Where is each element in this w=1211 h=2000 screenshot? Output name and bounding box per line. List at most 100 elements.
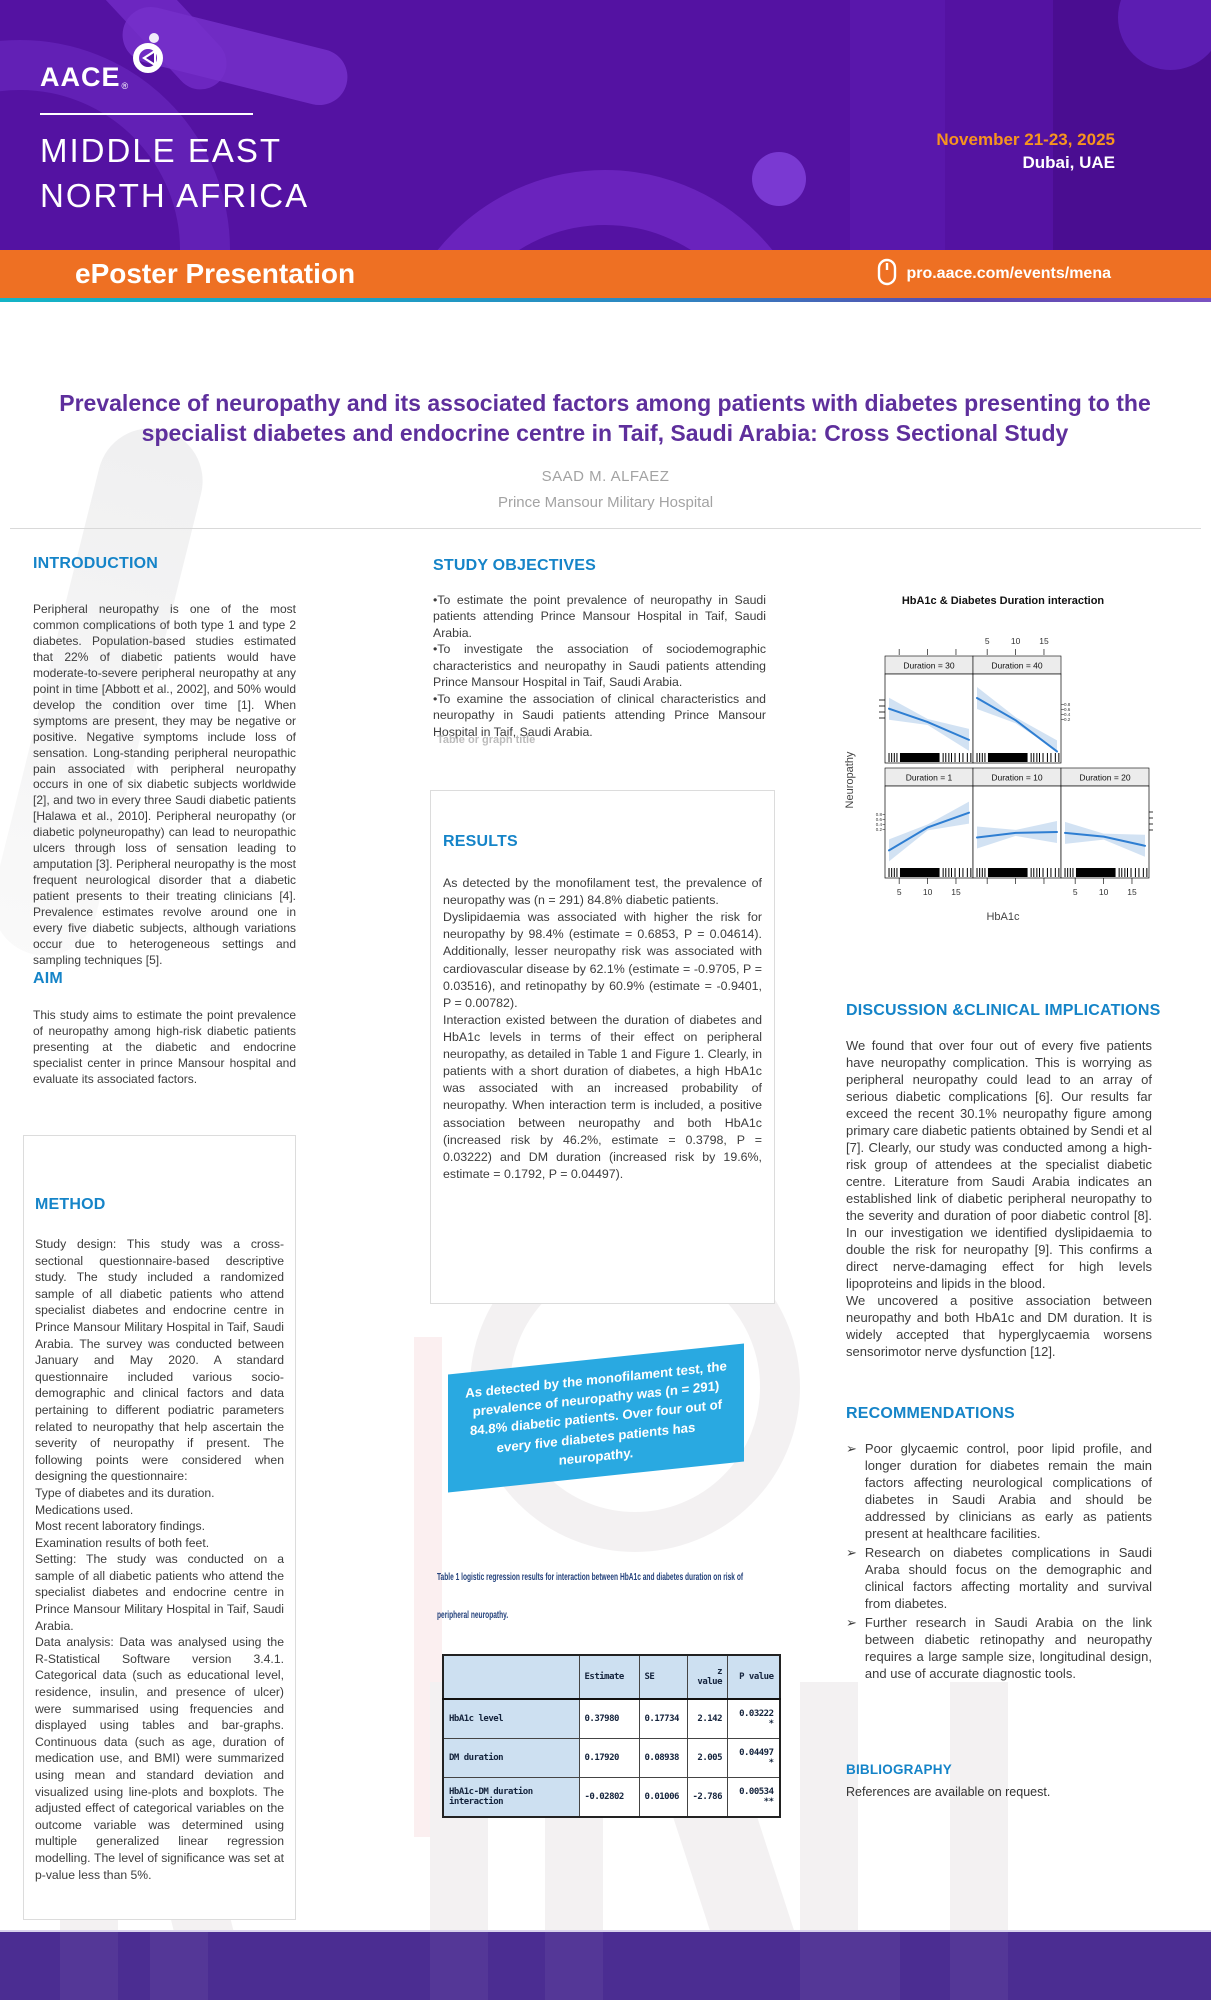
table1-cell: 0.01006: [638, 1777, 688, 1818]
event-url: pro.aace.com/events/mena: [906, 265, 1111, 282]
table1-header: z value: [686, 1654, 729, 1700]
eposter-banner: ePoster Presentation pro.aace.com/events…: [0, 250, 1211, 298]
table1-cell: 0.00534 **: [727, 1777, 781, 1818]
table1-row-label: HbA1c-DM duration interaction: [442, 1777, 580, 1818]
svg-text:0.8: 0.8: [876, 812, 883, 817]
table-row: HbA1c level 0.37980 0.17734 2.142 0.03222 *: [442, 1698, 781, 1739]
arrow-bullet-icon: ➢: [846, 1545, 857, 1561]
discussion-text: We found that over four out of every fiv…: [846, 1038, 1152, 1360]
svg-text:Duration = 1: Duration = 1: [906, 773, 953, 783]
footer-decor-band: [800, 1932, 900, 2000]
table1-cell: 2.005: [686, 1738, 729, 1778]
svg-text:0.2: 0.2: [1064, 717, 1071, 722]
discussion-heading: DISCUSSION &CLINICAL IMPLICATIONS: [846, 1002, 1161, 1019]
table1-logistic-regression: Estimate SE z value P value HbA1c level 0.379…: [442, 1654, 781, 1818]
lattice-plot: HbA1c & Diabetes Duration interaction Neu…: [844, 595, 1153, 923]
mouse-icon: [877, 258, 897, 291]
results-panel: RESULTS As detected by the monofilament …: [430, 790, 775, 1304]
table1-cell: 2.142: [686, 1698, 729, 1739]
svg-text:Neuropathy: Neuropathy: [844, 751, 856, 808]
aace-knot-icon: [133, 30, 164, 81]
poster-author: SAAD M. ALFAEZ: [541, 468, 670, 485]
introduction-heading: INTRODUCTION: [33, 555, 159, 572]
arrow-bullet-icon: ➢: [846, 1615, 857, 1631]
table1-cell: 0.17734: [638, 1698, 688, 1739]
svg-text:10: 10: [1099, 887, 1109, 897]
objectives-text: •To estimate the point prevalence of neu…: [433, 593, 766, 739]
figure1-interaction-chart: HbA1c & Diabetes Duration interaction Neu…: [843, 588, 1153, 933]
svg-text:5: 5: [897, 887, 902, 897]
recommendation-text: Research on diabetes complications in Sa…: [864, 1545, 1152, 1612]
registered-mark: ®: [121, 81, 129, 91]
svg-text:0.2: 0.2: [876, 827, 883, 832]
poster-body: Prevalence of neuropathy and its associa…: [0, 302, 1211, 1930]
watermark-band: [800, 1682, 858, 1930]
svg-text:Duration = 20: Duration = 20: [1079, 773, 1131, 783]
introduction-text: Peripheral neuropathy is one of the most…: [33, 602, 296, 967]
arrow-bullet-icon: ➢: [846, 1441, 857, 1456]
recommendations-list: ➢ Poor glycaemic control, poor lipid prof…: [846, 1440, 1152, 1684]
svg-text:10: 10: [1011, 636, 1021, 646]
table1-caption: Table 1 logistic regression results for …: [437, 1571, 744, 1621]
svg-text:15: 15: [1039, 636, 1049, 646]
table-row: DM duration 0.17920 0.08938 2.005 0.04497 *: [442, 1738, 781, 1778]
event-name-line2: NORTH AFRICA: [40, 176, 310, 214]
footer-decor-band: [545, 1932, 603, 2000]
recommendation-item: ➢ Further research in Saudi Arabia on the…: [846, 1614, 1152, 1682]
placeholder-caption: Table or graph title: [437, 734, 536, 746]
svg-text:10: 10: [923, 887, 933, 897]
table1-header: Estimate: [578, 1654, 640, 1700]
bibliography-heading: BIBLIOGRAPHY: [846, 1762, 952, 1777]
header-decor-circle: [752, 152, 806, 206]
svg-text:0.4: 0.4: [876, 822, 883, 827]
bibliography-text: References are available on request.: [846, 1785, 1051, 1799]
event-location: Dubai, UAE: [1022, 153, 1115, 172]
svg-text:0.8: 0.8: [1064, 702, 1071, 707]
key-finding-text: As detected by the monofilament test, th…: [465, 1358, 727, 1468]
svg-text:0.6: 0.6: [1064, 707, 1071, 712]
poster-footer: [0, 1930, 1211, 2000]
conference-header: AACE ® MIDDLE EAST NORTH AFRICA November…: [0, 0, 1211, 250]
poster-affiliation: Prince Mansour Military Hospital: [497, 494, 714, 511]
method-panel: METHOD Study design: This study was a cr…: [23, 1135, 296, 1920]
svg-text:0.4: 0.4: [1064, 712, 1071, 717]
recommendation-text: Further research in Saudi Arabia on the …: [864, 1615, 1152, 1682]
method-text: Study design: This study was a cross-sec…: [35, 1237, 284, 1882]
event-name-line1: MIDDLE EAST: [40, 132, 283, 169]
table1-header: [442, 1654, 580, 1700]
watermark-band: [950, 1682, 1008, 1930]
svg-text:5: 5: [1073, 887, 1078, 897]
footer-decor-band: [150, 1932, 208, 2000]
svg-text:HbA1c & Diabetes Duration inte: HbA1c & Diabetes Duration interaction: [902, 595, 1105, 607]
svg-text:0.6: 0.6: [876, 817, 883, 822]
table1-row-label: DM duration: [442, 1738, 580, 1778]
table1-cell: 0.08938: [638, 1738, 688, 1778]
banner-title: ePoster Presentation: [75, 258, 356, 289]
results-text: As detected by the monofilament test, th…: [443, 876, 762, 1181]
results-heading: RESULTS: [443, 833, 518, 850]
footer-decor-band: [60, 1932, 118, 2000]
svg-text:15: 15: [1127, 887, 1137, 897]
aim-text: This study aims to estimate the point pr…: [33, 1008, 296, 1086]
poster-title: Prevalence of neuropathy and its associa…: [59, 390, 1151, 447]
table1-cell: 0.17920: [578, 1738, 640, 1778]
table1-header: P value: [727, 1654, 781, 1700]
banner-gradient-divider: [0, 298, 1211, 302]
logo-divider: [40, 113, 253, 115]
aace-logo-text: AACE: [40, 62, 121, 92]
svg-text:Duration = 10: Duration = 10: [991, 773, 1043, 783]
table1-cell: 0.04497 *: [727, 1738, 781, 1778]
svg-text:5: 5: [985, 636, 990, 646]
svg-text:15: 15: [951, 887, 961, 897]
svg-text:HbA1c: HbA1c: [986, 911, 1020, 923]
objectives-heading: STUDY OBJECTIVES: [433, 557, 596, 574]
table1-cell: -0.02802: [578, 1777, 640, 1818]
title-divider: [10, 528, 1201, 529]
aim-heading: AIM: [33, 970, 63, 987]
recommendation-item: ➢ Research on diabetes complications in S…: [846, 1544, 1152, 1612]
table1-cell: 0.03222 *: [727, 1698, 781, 1739]
table1-row-label: HbA1c level: [442, 1698, 580, 1739]
table1-header: SE: [638, 1654, 688, 1700]
method-heading: METHOD: [35, 1196, 106, 1213]
